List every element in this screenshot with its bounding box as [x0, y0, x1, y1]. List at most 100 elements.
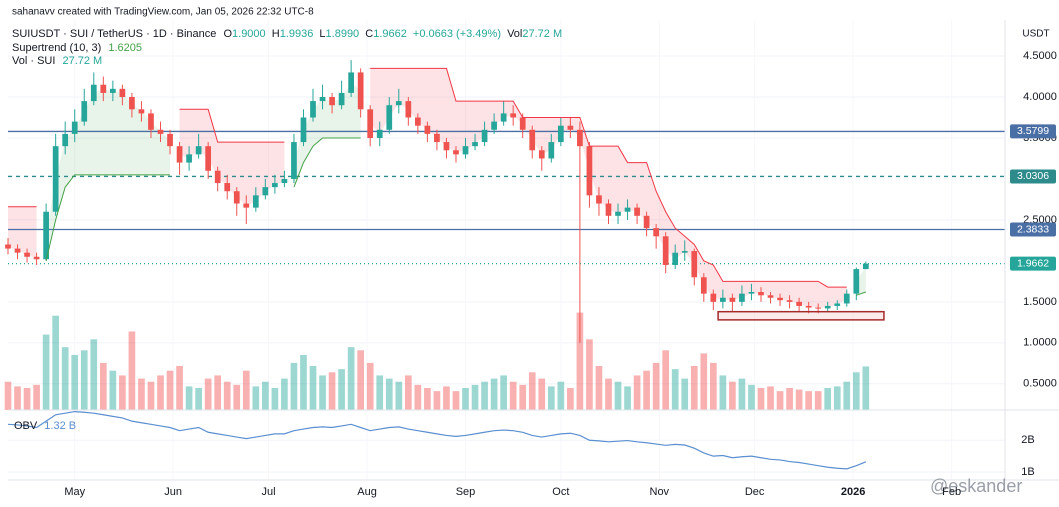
volume-bar	[271, 388, 279, 410]
candle-body	[739, 293, 745, 302]
x-tick-label: 2026	[841, 486, 865, 498]
volume-bar	[643, 370, 650, 410]
volume-bar	[557, 381, 565, 410]
volume-bar	[509, 381, 517, 410]
y-tick-label: 4.5000	[1023, 50, 1057, 62]
candle-body	[262, 187, 269, 196]
volume-bar	[690, 366, 698, 410]
candle-body	[100, 84, 107, 93]
candle-body	[519, 117, 526, 130]
volume-bar	[652, 362, 660, 410]
vol-label: Vol	[507, 28, 522, 40]
volume-bar	[138, 378, 145, 410]
candle-body	[109, 88, 116, 93]
volume-bar	[519, 384, 527, 410]
candle-body	[224, 183, 231, 192]
volume-bar	[319, 375, 326, 410]
watermark: @eskander	[930, 476, 1022, 496]
volume-bar	[414, 384, 422, 410]
volume-bar	[719, 375, 727, 410]
price-tag	[1010, 256, 1056, 271]
candle-body	[491, 121, 497, 130]
volume-bar	[223, 381, 231, 410]
candle-body	[148, 113, 154, 130]
volume-bar	[538, 378, 546, 410]
volume-bar	[662, 350, 670, 410]
y-tick-label: 1B	[1021, 466, 1034, 478]
volume-bar	[786, 388, 793, 410]
volume-bar	[33, 384, 40, 410]
candle-body	[662, 236, 669, 265]
x-tick-label: Nov	[650, 486, 670, 498]
candle-body	[338, 92, 345, 106]
legend-obv: OBV 1.32 B	[14, 420, 76, 432]
price-tag-label: 2.3833	[1017, 223, 1049, 235]
volume-bar	[366, 362, 374, 410]
volume-bar	[357, 350, 365, 410]
x-tick-label: May	[64, 486, 85, 498]
candle-body	[243, 203, 250, 208]
candle-body	[710, 293, 717, 302]
candle-body	[862, 263, 869, 270]
candle-body	[376, 129, 383, 138]
candle-body	[567, 125, 574, 130]
volume-bar	[671, 369, 679, 410]
obv-line	[7, 410, 867, 470]
trend-fill	[179, 109, 285, 206]
volume-bar	[528, 372, 536, 410]
volume-bar	[195, 388, 202, 410]
volume-bar	[300, 355, 307, 410]
volume-bar	[757, 388, 765, 410]
y-tick-label: 1.5000	[1023, 296, 1057, 308]
price-tag-label: 1.9662	[1017, 257, 1049, 269]
x-tick-label: Jun	[164, 486, 182, 498]
volume-bar	[776, 391, 784, 410]
volume-bar	[52, 315, 59, 410]
volume-bar	[471, 384, 479, 410]
volume-bar	[147, 381, 155, 410]
candle-body	[796, 301, 802, 306]
volume-bar	[61, 347, 69, 410]
volume-bar	[119, 375, 126, 410]
volume-bar	[252, 386, 260, 410]
candle-body	[129, 97, 135, 110]
volume-bar	[185, 386, 193, 410]
symbol: SUIUSDT · SUI / TetherUS · 1D · Binance	[12, 28, 216, 40]
x-tick-label: Dec	[745, 486, 765, 498]
ohlc-label: C	[365, 28, 373, 40]
price-tag-label: 3.0306	[1017, 170, 1049, 182]
volume-bar	[833, 386, 841, 410]
candle-body	[643, 215, 650, 229]
volume-bar	[433, 391, 441, 410]
candle-body	[681, 251, 688, 253]
volume-bar	[586, 339, 593, 410]
x-tick-label: Sep	[456, 486, 476, 498]
legend-volume: Vol · SUI 27.72 M	[12, 55, 102, 67]
volume-bar	[262, 381, 269, 410]
candle-body	[815, 307, 822, 309]
candle-body	[472, 142, 478, 147]
candle-body	[605, 203, 612, 216]
volume-bar	[99, 362, 107, 410]
ohlc-value: 1.9000	[232, 28, 266, 40]
candle-body	[510, 113, 517, 118]
volume-bar	[309, 366, 317, 410]
currency-label: USDT	[1022, 29, 1049, 40]
price-tag	[1010, 222, 1056, 237]
supertrend-line	[45, 174, 171, 261]
candle-body	[43, 211, 49, 260]
volume-bar	[424, 388, 431, 410]
candle-body	[252, 195, 259, 208]
volume-bar	[767, 386, 774, 410]
candle-body	[24, 252, 30, 257]
y-tick-label: 1.0000	[1023, 337, 1057, 349]
ohlc-value: 1.9662	[373, 28, 407, 40]
volume-bar	[328, 372, 336, 410]
volume-bar	[376, 375, 384, 410]
candle-body	[557, 125, 564, 143]
candle-body	[843, 293, 850, 304]
volume-bar	[404, 375, 412, 410]
volume-bar	[843, 381, 851, 410]
y-tick-label: 4.0000	[1023, 91, 1057, 103]
volume-bar	[614, 381, 622, 410]
